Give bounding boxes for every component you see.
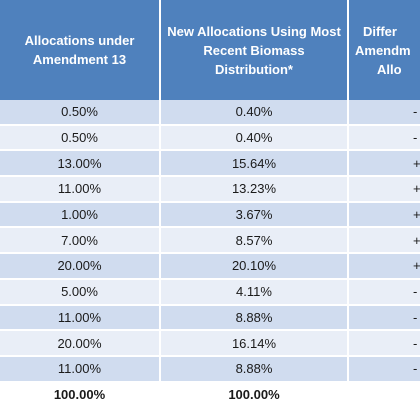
table-header-row: Allocations under Amendment 13 New Alloc… bbox=[0, 0, 420, 100]
table-row: 5.00% 4.11% - bbox=[0, 278, 420, 306]
cell-difference: - bbox=[348, 304, 420, 332]
cell-difference: - bbox=[348, 124, 420, 152]
header-difference: Differ Amendm Allo bbox=[348, 0, 420, 100]
cell-new-allocation: 0.40% bbox=[160, 124, 349, 152]
total-difference-empty bbox=[348, 380, 420, 409]
cell-amendment13: 11.00% bbox=[0, 355, 161, 383]
table-row: 0.50% 0.40% - bbox=[0, 124, 420, 152]
table-row: 13.00% 15.64% + bbox=[0, 150, 420, 178]
header-difference-line2: Amendm bbox=[355, 42, 411, 58]
cell-new-allocation: 0.40% bbox=[160, 100, 349, 126]
table-row: 11.00% 13.23% + bbox=[0, 176, 420, 203]
header-amendment13: Allocations under Amendment 13 bbox=[0, 0, 161, 100]
cell-difference: + bbox=[348, 227, 420, 255]
header-difference-line1: Differ bbox=[363, 23, 397, 39]
header-difference-line3: Allo bbox=[377, 61, 402, 77]
cell-amendment13: 1.00% bbox=[0, 201, 161, 229]
table-row: 7.00% 8.57% + bbox=[0, 227, 420, 255]
total-row: 100.00% 100.00% bbox=[0, 380, 420, 409]
cell-difference: - bbox=[348, 100, 420, 126]
cell-amendment13: 5.00% bbox=[0, 278, 161, 306]
cell-new-allocation: 4.11% bbox=[160, 278, 349, 306]
total-new-allocation: 100.00% bbox=[160, 380, 349, 409]
cell-new-allocation: 20.10% bbox=[160, 253, 349, 280]
cell-amendment13: 13.00% bbox=[0, 150, 161, 178]
table-row: 11.00% 8.88% - bbox=[0, 304, 420, 332]
cell-amendment13: 11.00% bbox=[0, 304, 161, 332]
cell-new-allocation: 16.14% bbox=[160, 330, 349, 357]
cell-new-allocation: 8.88% bbox=[160, 355, 349, 383]
cell-new-allocation: 8.88% bbox=[160, 304, 349, 332]
allocation-table: Allocations under Amendment 13 New Alloc… bbox=[0, 0, 420, 409]
cell-difference: + bbox=[348, 176, 420, 203]
header-new-allocations: New Allocations Using Most Recent Biomas… bbox=[160, 0, 349, 100]
table-row: 1.00% 3.67% + bbox=[0, 201, 420, 229]
table-row: 0.50% 0.40% - bbox=[0, 100, 420, 126]
cell-new-allocation: 15.64% bbox=[160, 150, 349, 178]
cell-difference: - bbox=[348, 278, 420, 306]
table-row: 20.00% 16.14% - bbox=[0, 330, 420, 357]
table-row: 11.00% 8.88% - bbox=[0, 355, 420, 383]
cell-difference: - bbox=[348, 355, 420, 383]
cell-amendment13: 20.00% bbox=[0, 253, 161, 280]
table-row: 20.00% 20.10% + bbox=[0, 253, 420, 280]
cell-difference: + bbox=[348, 201, 420, 229]
cell-difference: - bbox=[348, 330, 420, 357]
cell-new-allocation: 8.57% bbox=[160, 227, 349, 255]
cell-difference: + bbox=[348, 150, 420, 178]
cell-amendment13: 11.00% bbox=[0, 176, 161, 203]
cell-amendment13: 0.50% bbox=[0, 124, 161, 152]
cell-new-allocation: 3.67% bbox=[160, 201, 349, 229]
cell-amendment13: 0.50% bbox=[0, 100, 161, 126]
total-amendment13: 100.00% bbox=[0, 380, 161, 409]
cell-amendment13: 7.00% bbox=[0, 227, 161, 255]
cell-new-allocation: 13.23% bbox=[160, 176, 349, 203]
cell-difference: + bbox=[348, 253, 420, 280]
cell-amendment13: 20.00% bbox=[0, 330, 161, 357]
